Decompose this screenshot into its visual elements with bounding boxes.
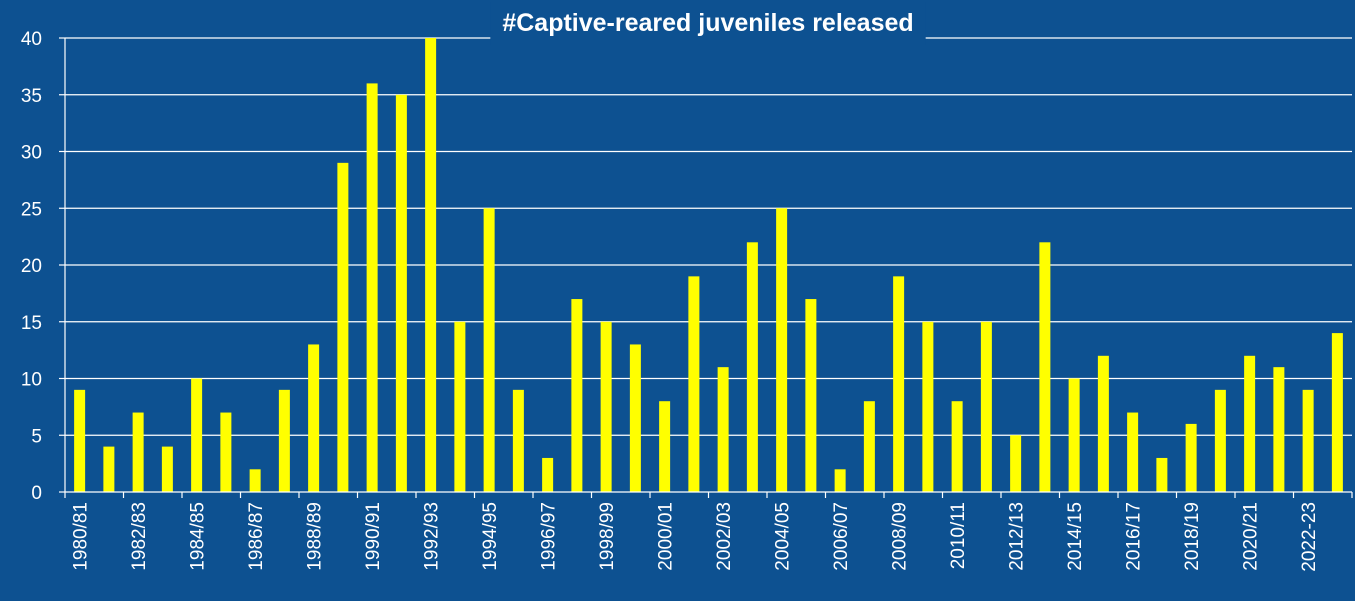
x-tick-label: 2014/15: [1065, 502, 1086, 571]
y-tick-label: 30: [21, 143, 42, 164]
bar-2017/18: [1156, 457, 1168, 492]
x-tick-label: 2012/13: [1007, 502, 1028, 571]
x-tick-label: 2004/05: [773, 502, 794, 571]
x-tick-label: 2020/21: [1241, 502, 1262, 571]
bar-1987/88: [278, 389, 290, 492]
bar-2010/11: [951, 401, 963, 492]
bar-1998/99: [600, 321, 612, 492]
x-tick-labels: 1980/81 1982/83 1984/85 1986/87 1988/89 1990/…: [71, 502, 1321, 572]
axes: [64, 38, 1353, 498]
x-tick-label: 2000/01: [656, 502, 677, 571]
bar-1995/96: [512, 389, 524, 492]
x-tick-label: 1998/99: [597, 502, 618, 571]
bar-2020/21: [1244, 355, 1256, 492]
bar-1996/97: [542, 457, 554, 492]
bar-2003/04: [746, 242, 758, 492]
y-tick-label: 20: [21, 256, 42, 277]
y-tick-label: 35: [21, 86, 42, 107]
bar-2022-23: [1302, 389, 1314, 492]
bar-2014/15: [1068, 378, 1080, 492]
bar-2012/13: [1010, 435, 1022, 492]
x-tick-label: 1990/91: [363, 502, 384, 571]
x-tick-label: 1986/87: [246, 502, 267, 571]
bar-2009/10: [922, 321, 934, 492]
bar-2000/01: [659, 401, 671, 492]
bar-2019/20: [1214, 389, 1226, 492]
bar-2016/17: [1127, 412, 1139, 492]
x-tick-label: 2008/09: [890, 502, 911, 571]
bar-2002/03: [717, 367, 729, 492]
bar-1991/92: [395, 94, 407, 492]
bar-2021/22: [1273, 367, 1285, 492]
x-tick-label: 1982/83: [129, 502, 150, 571]
bar-2011/12: [980, 321, 992, 492]
bar-1985/86: [220, 412, 232, 492]
gridlines: [59, 37, 1352, 493]
x-tick-label: 1980/81: [71, 502, 92, 571]
bar-2008/09: [893, 276, 905, 492]
bar-1988/89: [308, 344, 320, 492]
x-tick-label: 2022-23: [1299, 502, 1320, 572]
bar-1999/00: [629, 344, 641, 492]
x-tick-label: 2002/03: [714, 502, 735, 571]
bar-2007/08: [863, 401, 875, 492]
y-tick-label: 10: [21, 370, 42, 391]
y-tick-label: 25: [21, 199, 42, 220]
bar-2005/06: [805, 299, 817, 492]
x-tick-label: 1994/95: [480, 502, 501, 571]
chart-title-background: [490, 2, 926, 45]
bar-2015/16: [1097, 355, 1109, 492]
chart-title: #Captive-reared juveniles released: [502, 9, 913, 37]
bar-2006/07: [834, 469, 846, 492]
y-tick-label: 5: [31, 426, 42, 447]
x-tick-label: 2016/17: [1124, 502, 1145, 571]
bars: [74, 38, 1343, 493]
x-tick-label: 1988/89: [305, 502, 326, 571]
y-tick-label: 15: [21, 313, 42, 334]
y-tick-label: 40: [21, 29, 42, 50]
bar-2004/05: [776, 208, 788, 492]
bar-1980/81: [74, 389, 86, 492]
x-tick-label: 2018/19: [1182, 502, 1203, 571]
x-tick-label: 1984/85: [188, 502, 209, 571]
bar-2018/19: [1185, 423, 1197, 492]
bar-2013/14: [1039, 242, 1051, 492]
bar-1990/91: [366, 83, 378, 493]
bar-1992/93: [425, 38, 437, 492]
y-tick-label: 0: [31, 483, 42, 504]
bar-1981/82: [103, 446, 115, 492]
bar-2001/02: [688, 276, 700, 492]
bar-1982/83: [132, 412, 144, 492]
x-tick-label: 2006/07: [831, 502, 852, 571]
y-tick-labels: 0 5 10 15 20 25 30 35 40: [21, 29, 42, 504]
bar-1983/84: [161, 446, 173, 492]
bar-1993/94: [454, 321, 466, 492]
bar-1984/85: [191, 378, 203, 492]
x-tick-label: 1996/97: [539, 502, 560, 571]
x-tick-label: 2010/11: [948, 502, 969, 569]
bar-1997/98: [571, 299, 583, 492]
bar-1986/87: [249, 469, 261, 492]
bar-1994/95: [483, 208, 495, 492]
x-tick-label: 1992/93: [422, 502, 443, 571]
bar-2023/24: [1331, 333, 1343, 492]
bar-1989/90: [337, 162, 349, 492]
